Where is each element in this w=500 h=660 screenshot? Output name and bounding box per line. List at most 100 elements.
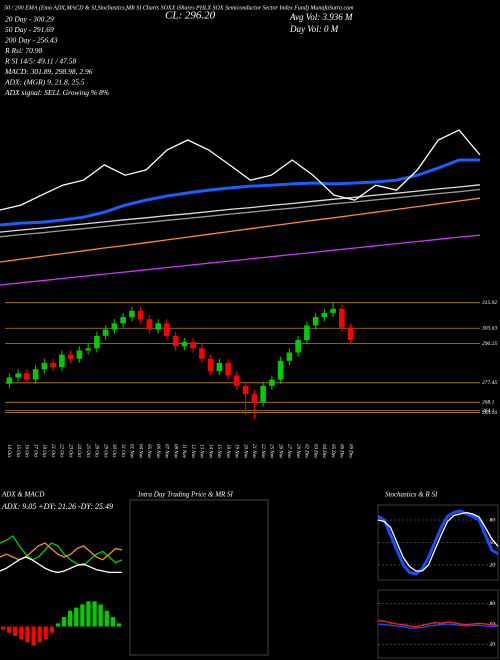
- candle-body: [321, 312, 328, 318]
- candle-body: [102, 329, 109, 336]
- date-label: 05 Dec: [330, 444, 335, 459]
- date-label: 13 Nov: [199, 444, 204, 459]
- date-label: 08 Nov: [172, 444, 177, 459]
- macd-bar: [86, 601, 91, 627]
- header-line: 50 Day - 291.69: [5, 25, 54, 34]
- series-line: [0, 158, 480, 227]
- panel-subtitle: ADX: 9.05 +DY: 21.26 -DY: 25.49: [1, 502, 113, 511]
- header-line: ADX signal: SELL Growing % 8%: [4, 88, 109, 97]
- macd-bar: [0, 626, 6, 630]
- header-line: 20 Day - 300.29: [5, 15, 54, 24]
- series-line: [0, 129, 481, 211]
- level-label: 268.1: [482, 400, 495, 406]
- date-label: 23 Oct: [67, 444, 72, 458]
- level-label: 296.25: [482, 341, 497, 347]
- macd-bar: [61, 617, 67, 627]
- candle-body: [260, 385, 266, 403]
- date-label: 09 Dec: [347, 444, 352, 459]
- candle-body: [24, 373, 30, 380]
- y-tick-label: 20: [490, 642, 496, 648]
- candle-body: [59, 354, 65, 368]
- macd-bar: [68, 610, 73, 627]
- series-line: [377, 509, 499, 576]
- candle-body: [251, 394, 258, 403]
- macd-bar: [13, 626, 18, 636]
- date-label: 04 Nov: [137, 444, 142, 459]
- level-label: 264.1: [482, 407, 495, 414]
- candle-body: [41, 362, 48, 370]
- candle-body: [190, 342, 196, 349]
- date-label: 03 Dec: [312, 444, 317, 459]
- date-label: 14 Oct: [6, 444, 11, 458]
- series-line: [0, 535, 123, 567]
- macd-bar: [104, 610, 109, 627]
- date-label: 19 Nov: [234, 444, 239, 459]
- macd-bar: [92, 601, 97, 627]
- date-label: 22 Nov: [260, 444, 265, 459]
- macd-bar: [116, 623, 122, 627]
- y-tick-label: 50: [490, 540, 496, 546]
- macd-bar: [37, 626, 42, 643]
- date-label: 16 Oct: [24, 444, 29, 458]
- date-label: 01 Nov: [129, 444, 134, 459]
- date-label: 20 Nov: [242, 444, 247, 459]
- candle-body: [312, 317, 319, 326]
- macd-bar: [7, 626, 12, 633]
- candle-body: [207, 358, 214, 372]
- macd-bar: [74, 607, 79, 627]
- series-line: [0, 234, 481, 286]
- macd-bar: [43, 626, 48, 640]
- candle-body: [304, 325, 310, 340]
- date-label: 30 Oct: [111, 444, 116, 458]
- candle-body: [216, 362, 223, 372]
- series-line: [377, 623, 499, 629]
- candle-body: [347, 327, 354, 340]
- macd-bar: [80, 604, 85, 627]
- candle-body: [6, 377, 13, 384]
- date-label: 22 Oct: [59, 444, 64, 458]
- candle-body: [277, 360, 284, 380]
- series-line: [0, 197, 481, 263]
- macd-bar: [25, 626, 30, 643]
- macd-bar: [19, 626, 24, 640]
- candle-body: [225, 362, 231, 376]
- candle-body: [15, 373, 21, 378]
- date-label: 17 Oct: [32, 444, 37, 458]
- candle-body: [164, 323, 170, 336]
- header-line: 200 Day - 256.43: [5, 36, 58, 45]
- candle-body: [137, 310, 144, 320]
- candle-body: [129, 310, 135, 318]
- series-line: [0, 184, 481, 233]
- date-label: 05 Nov: [146, 444, 151, 459]
- macd-bar: [110, 617, 115, 627]
- macd-bar: [31, 626, 36, 646]
- header-title: 50 / 200 EMA (Ema ADX,MACD & SI,Stochast…: [4, 4, 354, 11]
- date-label: 25 Oct: [85, 444, 90, 458]
- candle-body: [155, 323, 161, 330]
- macd-bar: [49, 626, 54, 633]
- date-label: 15 Nov: [216, 444, 221, 459]
- candle-body: [67, 354, 74, 359]
- date-label: 18 Nov: [225, 444, 230, 459]
- level-label: 263.16: [482, 410, 497, 416]
- date-label: 27 Nov: [286, 444, 291, 459]
- date-label: 14 Nov: [207, 444, 212, 459]
- header-line: ADX: (MGR) 9, 21.8, 25.5: [4, 78, 85, 87]
- series-line: [377, 619, 499, 628]
- panel-title: Stochastics & R SI: [385, 491, 438, 499]
- candle-body: [111, 323, 118, 330]
- panel-title: Intra Day Trading Price & MR SI: [137, 491, 234, 499]
- avg-volume: Avg Vol: 3.936 M: [289, 12, 353, 22]
- date-label: 06 Nov: [155, 444, 160, 459]
- candle-body: [286, 352, 293, 361]
- date-label: 31 Oct: [120, 444, 125, 458]
- y-tick-label: 80: [490, 517, 496, 523]
- date-label: 18 Oct: [41, 444, 46, 458]
- date-label: 25 Nov: [269, 444, 274, 459]
- date-label: 29 Oct: [102, 444, 107, 458]
- candle-body: [94, 335, 100, 349]
- date-label: 21 Oct: [50, 444, 55, 458]
- header-line: R Rsi: 70.98: [4, 46, 43, 55]
- header-line: MACD: 301.89, 298.98, 2.96: [4, 67, 93, 76]
- candle-body: [330, 308, 336, 313]
